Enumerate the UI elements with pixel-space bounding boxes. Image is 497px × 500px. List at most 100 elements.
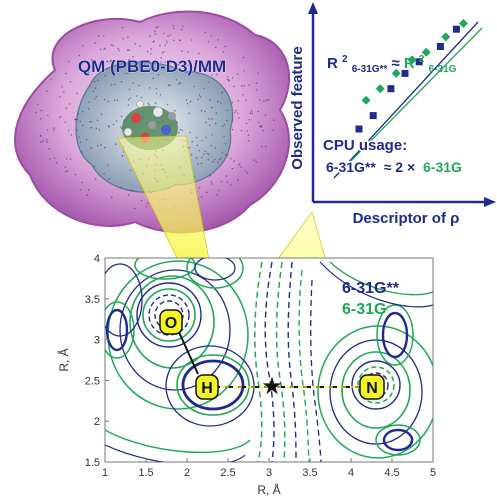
solvent-dot xyxy=(118,49,120,52)
solvent-dot xyxy=(88,101,90,103)
solvent-dot xyxy=(64,170,67,173)
solvent-dot xyxy=(161,52,164,54)
solvent-dot xyxy=(197,98,199,101)
solvent-dot xyxy=(104,47,106,49)
solvent-dot xyxy=(108,178,110,180)
solvent-dot xyxy=(181,129,183,132)
solvent-dot xyxy=(228,79,230,81)
x-axis-arrowhead xyxy=(484,197,496,207)
point-6-31g-star xyxy=(387,85,395,93)
solvent-dot xyxy=(186,102,189,105)
x-tick-label: 3.5 xyxy=(302,467,317,479)
solvent-dot xyxy=(205,121,207,124)
cpu-usage-relation: 6-31G** ≈ 2 × 6-31G xyxy=(326,159,462,175)
solvent-dot xyxy=(133,207,136,210)
solvent-dot xyxy=(112,44,114,47)
solvent-dot xyxy=(120,67,122,69)
solvent-dot xyxy=(138,84,140,87)
solvent-dot xyxy=(95,127,98,130)
r-squared-relation: R 2 6-31G** ≈ R 2 6-31G xyxy=(327,49,457,76)
solvent-dot xyxy=(67,60,70,63)
solvent-dot xyxy=(237,73,239,75)
solvent-dot xyxy=(69,80,72,83)
solvent-dot xyxy=(167,35,169,37)
solvent-dot xyxy=(116,99,119,102)
solvent-dot xyxy=(63,91,65,93)
solvent-dot xyxy=(237,179,239,181)
solvent-dot xyxy=(69,158,72,160)
atom-oxygen-label: O xyxy=(165,315,177,332)
solvent-dot xyxy=(129,169,132,171)
solvent-dot xyxy=(233,160,235,162)
solvent-dot xyxy=(102,35,105,37)
cpu-lhs: 6-31G** xyxy=(326,159,376,175)
solvent-dot xyxy=(65,72,67,75)
solvent-dot xyxy=(218,158,220,161)
solvent-dot xyxy=(174,109,176,112)
solvent-dot xyxy=(127,104,130,106)
solvent-dot xyxy=(214,147,217,149)
solvent-dot xyxy=(100,113,103,115)
solvent-dot xyxy=(190,39,193,41)
solvent-dot xyxy=(224,153,227,156)
solvent-dot xyxy=(50,78,53,81)
point-6-31g-star xyxy=(415,58,423,66)
solvent-dot xyxy=(132,82,134,84)
solvent-dot xyxy=(103,48,105,50)
cpu-usage-title: CPU usage: xyxy=(323,137,407,154)
solvent-dot xyxy=(169,84,171,87)
solvent-dot xyxy=(61,86,63,88)
qm-mm-label: QM (PBE0-D3)/MM xyxy=(78,57,226,76)
x-tick-label: 2 xyxy=(184,467,190,479)
solvent-dot xyxy=(90,147,92,149)
solvent-dot xyxy=(122,38,124,40)
solvent-dot xyxy=(236,112,239,115)
correlation-y-label: Observed feature xyxy=(289,46,306,169)
r-right-sub: 6-31G xyxy=(429,64,457,75)
solvent-dot xyxy=(248,118,251,121)
solvent-dot xyxy=(224,142,227,145)
solvent-dot xyxy=(139,45,141,47)
solvent-dot xyxy=(207,158,210,161)
solvent-dot xyxy=(106,164,109,167)
solvent-dot xyxy=(206,69,209,72)
solvent-dot xyxy=(200,196,203,198)
solvent-dot xyxy=(155,26,158,29)
solvent-dot xyxy=(235,109,237,112)
solvent-dot xyxy=(201,139,203,142)
x-tick-label: 4.5 xyxy=(384,467,399,479)
solvent-dot xyxy=(157,25,159,28)
solvent-dot xyxy=(237,100,240,102)
solvent-dot xyxy=(59,96,61,98)
solvent-dot xyxy=(208,153,210,156)
solvent-dot xyxy=(90,121,93,123)
solvent-dot xyxy=(103,172,105,175)
solvent-dot xyxy=(122,151,125,153)
solvent-dot xyxy=(220,180,223,183)
solvent-dot xyxy=(96,79,99,82)
solvent-dot xyxy=(188,147,191,149)
solvent-dot xyxy=(244,170,246,172)
solvent-dot xyxy=(149,68,151,70)
solvent-dot xyxy=(167,84,170,86)
x-tick-label: 3 xyxy=(266,467,272,479)
oh-bond xyxy=(177,329,199,375)
solvent-dot xyxy=(272,129,274,131)
fit-line-6-31g xyxy=(339,27,483,173)
solvent-dot xyxy=(166,103,169,106)
solvent-dot xyxy=(147,50,149,53)
solvent-dot xyxy=(191,140,193,143)
solvent-dot xyxy=(200,109,203,112)
solvent-dot xyxy=(119,186,122,189)
solvent-dot xyxy=(46,141,48,143)
solvent-dot xyxy=(93,80,96,83)
solvent-dot xyxy=(189,100,192,103)
solvent-dot xyxy=(153,40,155,42)
solvent-dot xyxy=(143,64,146,66)
point-6-31g xyxy=(375,84,385,94)
solvent-dot xyxy=(79,141,82,143)
solvent-dot xyxy=(134,42,136,45)
solvent-dot xyxy=(253,159,255,161)
solvent-dot xyxy=(204,150,207,153)
